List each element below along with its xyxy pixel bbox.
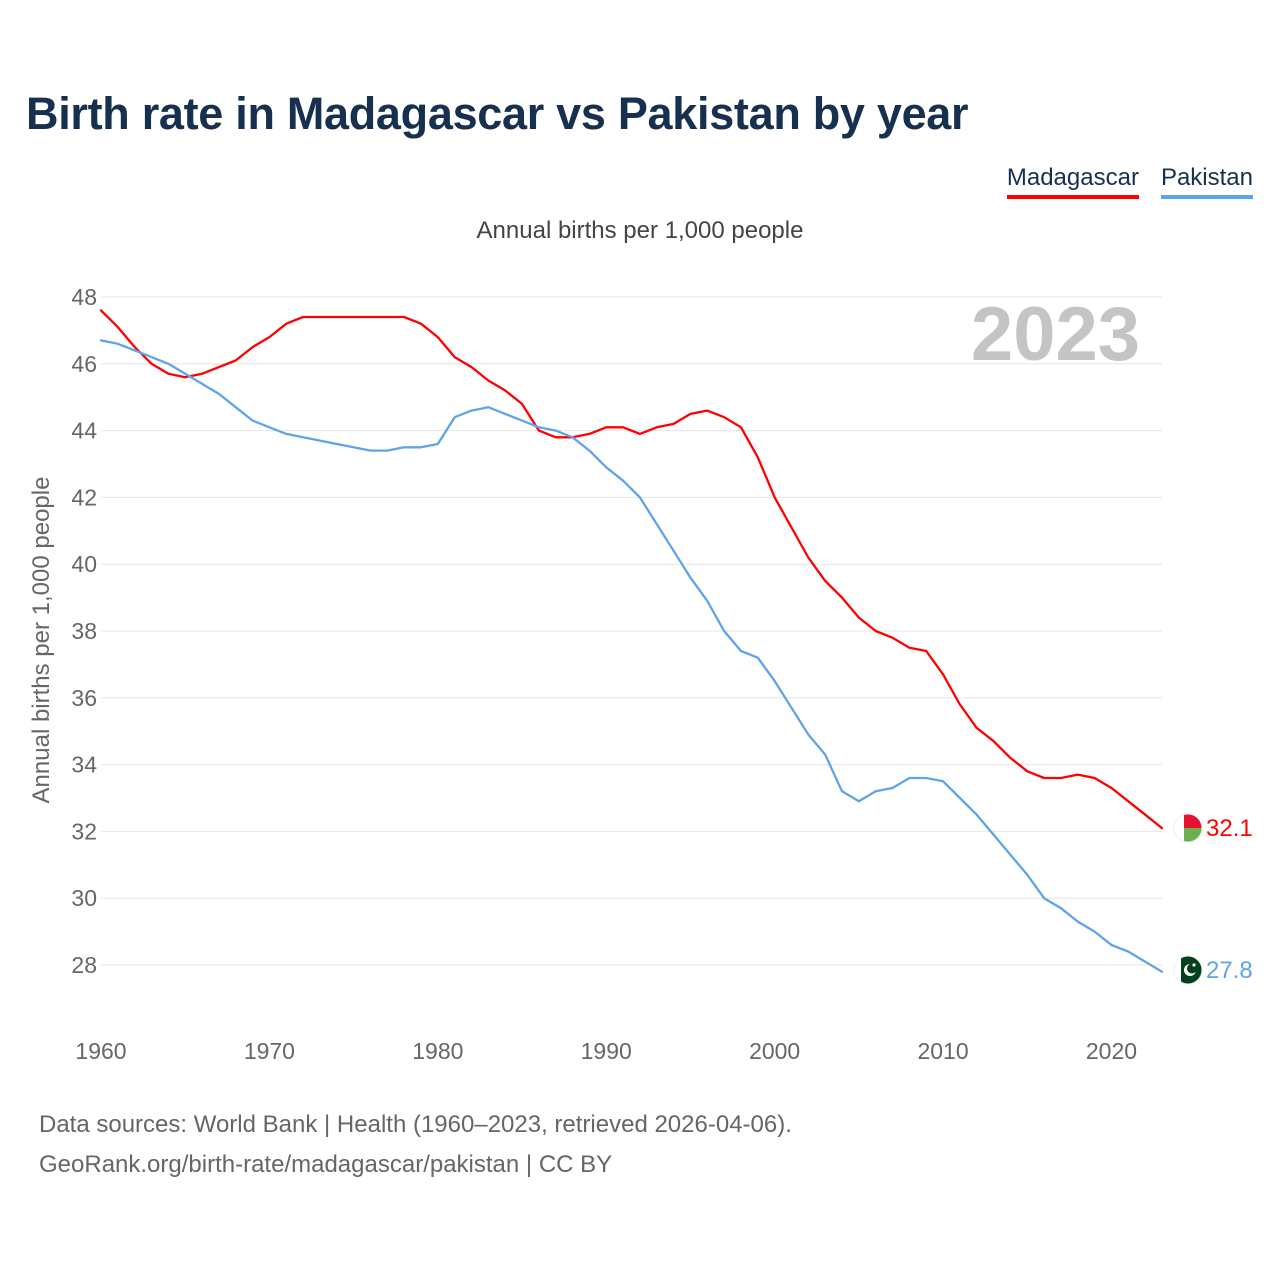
y-tick-label: 42 [71,484,97,510]
pakistan-end-value: 27.8 [1206,957,1253,984]
y-tick-label: 36 [71,685,97,711]
x-tick-label: 1970 [244,1038,295,1064]
pakistan-flag-icon [1173,955,1203,985]
y-axis-ticks: 28 30 32 34 36 38 40 42 44 46 48 [71,284,97,978]
x-tick-label: 1980 [412,1038,463,1064]
legend-item-pakistan[interactable]: Pakistan [1160,164,1253,199]
y-tick-label: 48 [71,284,97,310]
page-title: Birth rate in Madagascar vs Pakistan by … [26,88,969,139]
y-tick-label: 34 [71,752,97,778]
series-line-pakistan [99,339,1164,973]
x-tick-label: 2020 [1086,1038,1137,1064]
x-tick-label: 2010 [917,1038,968,1064]
y-tick-label: 30 [71,885,97,911]
grid-lines [101,296,1162,966]
source-note: Data sources: World Bank | Health (1960–… [39,1105,792,1185]
x-tick-label: 1960 [75,1038,126,1064]
legend-item-madagascar[interactable]: Madagascar [1006,164,1139,199]
line-chart: 28 30 32 34 36 38 40 42 44 46 48 1960 1970 1980 1990 2… [71,284,1253,1064]
series-lines [99,309,1164,973]
madagascar-end-value: 32.1 [1206,815,1253,842]
y-tick-label: 28 [71,952,97,978]
year-watermark: 2023 [971,292,1140,377]
source-line-2[interactable]: GeoRank.org/birth-rate/madagascar/pakist… [39,1151,613,1178]
chart-subtitle: Annual births per 1,000 people [476,217,804,244]
legend: Madagascar Pakistan [1006,164,1253,199]
series-line-madagascar [99,309,1164,830]
y-tick-label: 44 [71,418,97,444]
x-tick-label: 1990 [581,1038,632,1064]
y-tick-label: 46 [71,351,97,377]
x-axis-ticks: 1960 1970 1980 1990 2000 2010 2020 [75,1038,1137,1064]
y-tick-label: 38 [71,618,97,644]
madagascar-flag-icon [1173,813,1203,843]
x-tick-label: 2000 [749,1038,800,1064]
y-tick-label: 40 [71,551,97,577]
y-tick-label: 32 [71,818,97,844]
source-line-1: Data sources: World Bank | Health (1960–… [39,1111,792,1138]
